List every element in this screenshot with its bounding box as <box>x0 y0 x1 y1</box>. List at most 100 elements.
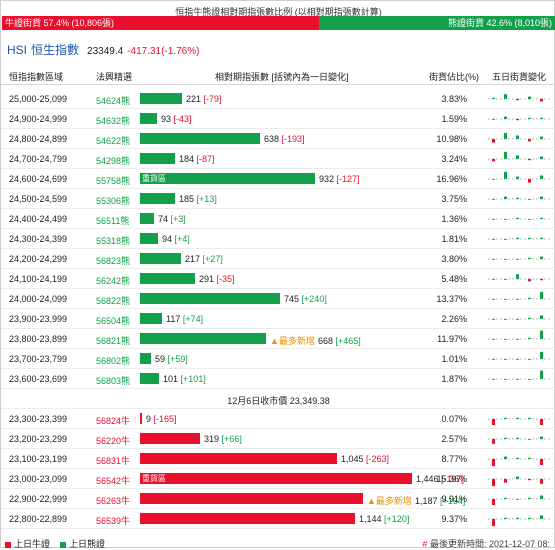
range-cell: 23,000-23,099 <box>9 474 68 484</box>
contracts-value: 221 [-79] <box>186 94 222 104</box>
sparkline-bar <box>492 159 495 162</box>
contracts-value: 93 [-43] <box>161 114 192 124</box>
ratio-bar: 牛證街貨 57.4% (10,806張) 熊證街貨 42.6% (8,010張) <box>2 16 555 30</box>
contracts-bar <box>140 453 337 464</box>
sparkline-bar <box>504 339 507 340</box>
five-day-sparkline <box>488 171 550 183</box>
sparkline-bar <box>528 219 531 220</box>
warrant-code-link[interactable]: 55758熊 <box>96 176 131 186</box>
contracts-number: 9 <box>146 414 152 424</box>
sparkline-bar <box>540 99 543 102</box>
five-day-sparkline <box>488 436 550 444</box>
bull-row: 23,300-23,399 56824牛 9 [-165] 0.07% <box>1 409 555 429</box>
warrant-code-link[interactable]: 56823熊 <box>96 256 131 266</box>
range-cell: 25,000-25,099 <box>9 94 68 104</box>
warrant-code-link[interactable]: 56242熊 <box>96 276 131 286</box>
warrant-code-link[interactable]: 55318熊 <box>96 236 131 246</box>
contracts-number: 1,187 <box>414 496 438 506</box>
warrant-code-link[interactable]: 54622熊 <box>96 136 131 146</box>
sparkline-bar <box>540 495 543 499</box>
sparkline-bar <box>540 479 543 484</box>
contracts-value: 638 [-193] <box>264 134 305 144</box>
range-cell: 24,000-24,099 <box>9 294 68 304</box>
contracts-value: 117 [+74] <box>166 314 203 324</box>
sparkline-bar <box>492 97 495 99</box>
contracts-number: 319 <box>204 434 220 444</box>
contracts-change: [-87] <box>196 154 215 164</box>
sparkline-bar <box>504 259 507 260</box>
warrant-code-link[interactable]: 56821熊 <box>96 336 131 346</box>
warrant-code-link[interactable]: 54624熊 <box>96 96 131 106</box>
warrant-code-link[interactable]: 56822熊 <box>96 296 131 306</box>
contracts-change: [-197] <box>441 474 465 484</box>
outstanding-pct: 11.97% <box>437 334 467 344</box>
contracts-bar <box>140 153 175 164</box>
contracts-number: 291 <box>199 274 215 284</box>
contracts-bar: 重貨區 <box>140 173 315 184</box>
bear-row: 23,800-23,899 56821熊 ▲最多新增 668 [+465] 11.97% <box>1 329 555 349</box>
sparkline-bar <box>504 456 507 459</box>
bull-ratio-segment: 牛證街貨 57.4% (10,806張) <box>2 16 320 30</box>
contracts-bar <box>140 133 260 144</box>
sparkline-bar <box>528 139 531 142</box>
range-cell: 23,200-23,299 <box>9 434 68 444</box>
range-cell: 24,500-24,599 <box>9 194 68 204</box>
header-range: 恒指指數區域 <box>9 72 64 82</box>
warrant-code-link[interactable]: 56542牛 <box>96 476 131 486</box>
warrant-code-link[interactable]: 56539牛 <box>96 516 131 526</box>
contracts-bar: 重貨區 <box>140 473 412 484</box>
warrant-code-link[interactable]: 56831牛 <box>96 456 131 466</box>
sparkline-bar <box>540 279 543 281</box>
index-name[interactable]: 恒生指數 <box>31 43 80 57</box>
sparkline-bar <box>516 339 519 340</box>
last-updated: # 最後更新時間: 2021-12-07 08: <box>422 537 550 550</box>
contracts-number: 184 <box>179 154 195 164</box>
range-cell: 24,700-24,799 <box>9 154 68 164</box>
contracts-number: 117 <box>166 314 181 324</box>
range-cell: 24,800-24,899 <box>9 134 68 144</box>
warrant-code-link[interactable]: 55306熊 <box>96 196 131 206</box>
range-cell: 23,100-23,199 <box>9 454 68 464</box>
sparkline-bar <box>516 274 519 279</box>
sparkline-bar <box>540 330 543 339</box>
contracts-value: 319 [+66] <box>204 434 242 444</box>
sparkline-bar <box>492 519 495 527</box>
warrant-code-link[interactable]: 54632熊 <box>96 116 131 126</box>
bear-row: 24,700-24,799 54298熊 184 [-87] 3.24% <box>1 149 555 169</box>
warrant-code-link[interactable]: 56511熊 <box>96 216 130 226</box>
sparkline-bar <box>504 517 507 519</box>
five-day-sparkline <box>488 476 550 487</box>
five-day-sparkline <box>488 94 550 102</box>
warrant-code-link[interactable]: 56824牛 <box>96 416 131 426</box>
sparkline-bar <box>528 417 531 419</box>
sparkline-bar <box>516 259 519 260</box>
index-code[interactable]: HSI <box>7 43 28 57</box>
sparkline-bar <box>528 379 531 380</box>
table-header: 恒指指數區域 法興精選 相對期指張數 [括號內為一日變化] 街貨佔比(%) 五日… <box>1 65 555 85</box>
warrant-code-link[interactable]: 56504熊 <box>96 316 131 326</box>
bear-row: 24,800-24,899 54622熊 638 [-193] 10.98% <box>1 129 555 149</box>
bear-row: 23,700-23,799 56802熊 59 [+59] 1.01% <box>1 349 555 369</box>
warrant-code-link[interactable]: 56220牛 <box>96 436 131 446</box>
sparkline-bar <box>528 237 531 239</box>
warrant-code-link[interactable]: 56802熊 <box>96 356 131 366</box>
contracts-value: 185 [+13] <box>179 194 217 204</box>
bear-swatch-icon <box>60 541 67 548</box>
most-added-label: 最多新增 <box>375 496 412 506</box>
warrant-code-link[interactable]: 56263牛 <box>96 496 131 506</box>
bear-row: 23,600-23,699 56803熊 101 [+101] 1.87% <box>1 369 555 389</box>
contracts-bar <box>140 433 200 444</box>
most-added-badge: ▲最多新增 <box>367 496 412 506</box>
contracts-change: [+74] <box>182 314 204 324</box>
sparkline-bar <box>504 133 507 139</box>
contracts-bar <box>140 213 154 224</box>
sparkline-bar <box>516 457 519 459</box>
five-day-sparkline <box>488 495 550 505</box>
contracts-value: 1,144 [+120] <box>359 514 409 524</box>
contracts-number: 59 <box>155 354 166 364</box>
warrant-code-link[interactable]: 54298熊 <box>96 156 131 166</box>
outstanding-pct: 16.96% <box>436 174 467 184</box>
sparkline-bar <box>528 179 531 183</box>
sparkline-bar <box>492 459 495 467</box>
warrant-code-link[interactable]: 56803熊 <box>96 376 131 386</box>
